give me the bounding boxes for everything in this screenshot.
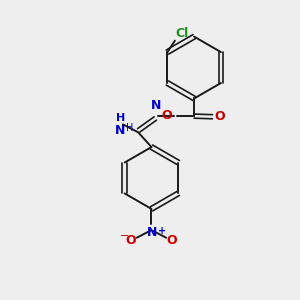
Text: O: O [214, 110, 225, 123]
Text: N: N [150, 99, 161, 112]
Text: O: O [162, 109, 172, 122]
Text: −: − [120, 231, 130, 241]
Text: H: H [116, 112, 125, 123]
Text: H: H [126, 123, 133, 133]
Text: Cl: Cl [176, 27, 189, 40]
Text: +: + [158, 226, 166, 236]
Text: N: N [147, 226, 157, 239]
Text: O: O [167, 234, 177, 247]
Text: N: N [115, 124, 125, 137]
Text: O: O [125, 234, 136, 247]
